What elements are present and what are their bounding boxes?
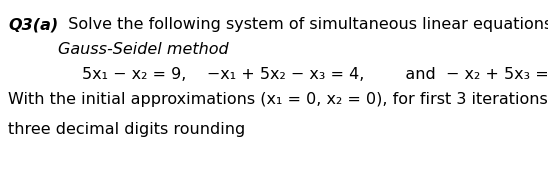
Text: 5x₁ − x₂ = 9,    −x₁ + 5x₂ − x₃ = 4,        and  − x₂ + 5x₃ = −6: 5x₁ − x₂ = 9, −x₁ + 5x₂ − x₃ = 4, and − … bbox=[82, 67, 548, 82]
Text: Q3(a): Q3(a) bbox=[8, 17, 58, 32]
Text: Gauss-Seidel method: Gauss-Seidel method bbox=[58, 42, 229, 57]
Text: With the initial approximations (x₁ = 0, x₂ = 0), for first 3 iterations using: With the initial approximations (x₁ = 0,… bbox=[8, 92, 548, 107]
Text: Solve the following system of simultaneous linear equations using: Solve the following system of simultaneo… bbox=[58, 17, 548, 32]
Text: three decimal digits rounding: three decimal digits rounding bbox=[8, 122, 246, 137]
